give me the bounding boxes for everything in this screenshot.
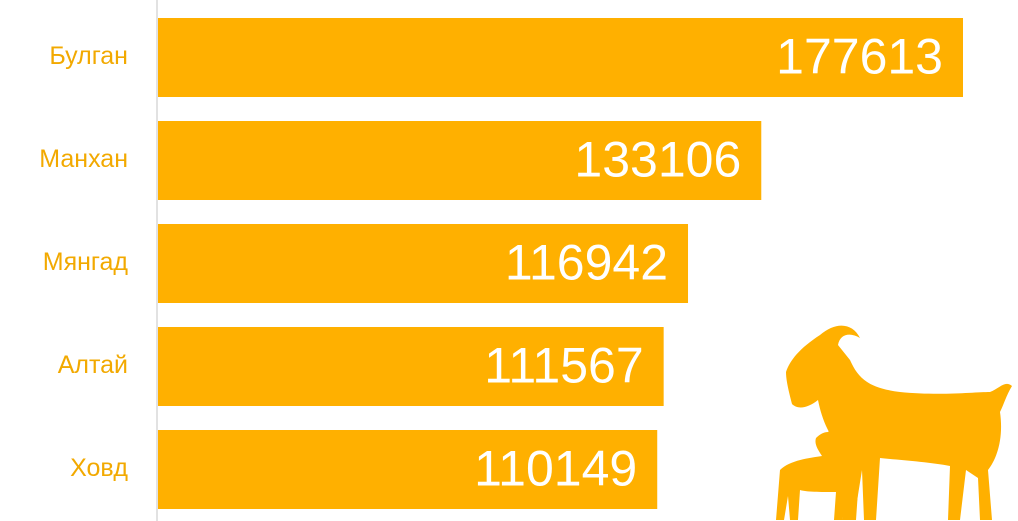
value-label: 111567 [484, 338, 643, 394]
category-label: Алтай [58, 351, 128, 379]
value-label: 133106 [574, 132, 741, 188]
value-label: 110149 [474, 441, 637, 497]
category-label: Булган [49, 42, 128, 70]
bar [158, 18, 963, 97]
goat-illustration [776, 325, 1012, 520]
bar [158, 121, 762, 200]
bar [158, 327, 664, 406]
category-label: Ховд [70, 454, 128, 482]
category-label: Манхан [39, 145, 128, 173]
value-label: 116942 [505, 235, 668, 291]
category-label: Мянгад [43, 248, 129, 276]
value-label: 177613 [776, 29, 943, 85]
bar [158, 224, 689, 303]
bar [158, 430, 658, 509]
